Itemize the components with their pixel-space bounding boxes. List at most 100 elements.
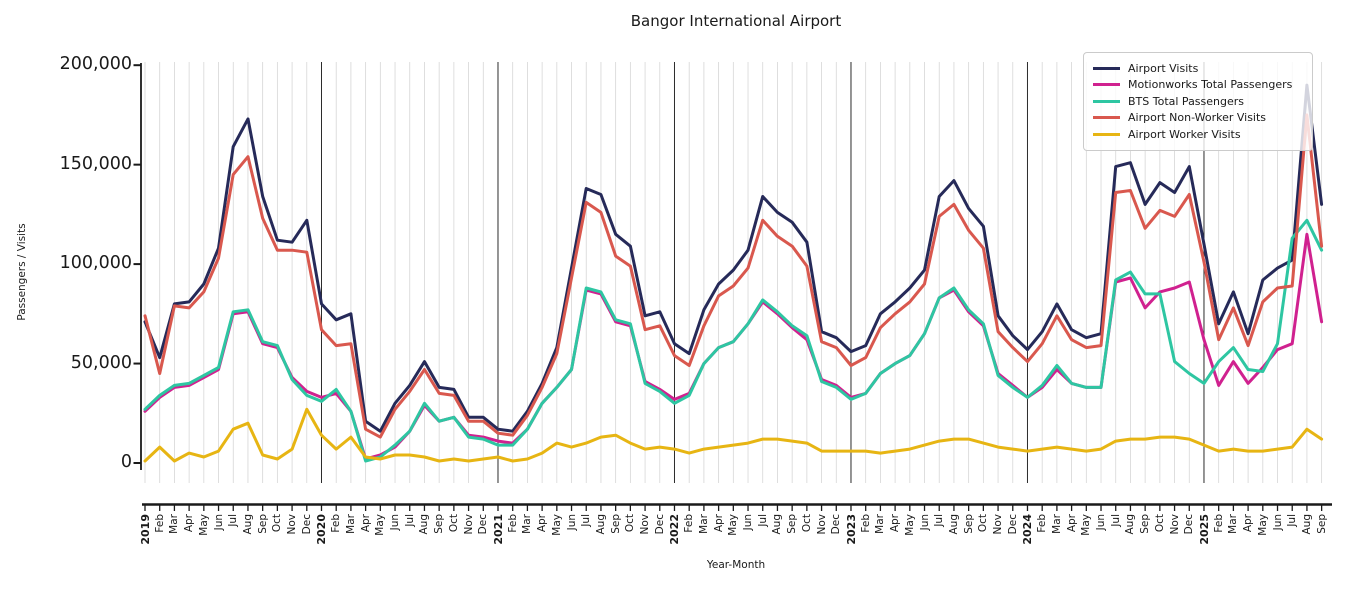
- x-tick-label-month: Mar: [1050, 514, 1063, 534]
- x-tick-label-month: Oct: [624, 514, 637, 533]
- x-tick-label-month: Jul: [1286, 514, 1299, 527]
- legend-label: Airport Worker Visits: [1128, 127, 1241, 141]
- legend-swatch-airport-worker-visits: [1093, 132, 1120, 136]
- x-tick-label-month: Jul: [756, 514, 769, 527]
- x-tick-label-month: Aug: [418, 514, 431, 535]
- x-tick-label-month: Nov: [1168, 514, 1181, 535]
- x-tick-label-month: Feb: [1036, 514, 1049, 533]
- y-tick-label: 50,000: [70, 352, 132, 373]
- x-tick-label-month: Sep: [256, 514, 269, 534]
- x-tick-label-year: 2021: [491, 514, 505, 545]
- x-tick-label-month: Sep: [433, 514, 446, 534]
- legend-label: Motionworks Total Passengers: [1128, 78, 1293, 92]
- series-line-airport-non-worker-visits: [143, 113, 1324, 439]
- x-tick-label-month: Feb: [330, 514, 343, 533]
- x-tick-label-month: May: [550, 514, 563, 536]
- x-tick-label-month: Jul: [580, 514, 593, 527]
- x-tick-label-month: Feb: [153, 514, 166, 533]
- x-tick-label-year: 2025: [1197, 514, 1211, 545]
- x-tick-label-month: Dec: [477, 514, 490, 535]
- x-tick-label-month: Nov: [462, 514, 475, 535]
- x-tick-label-month: Oct: [271, 514, 284, 533]
- x-tick-label-month: Jun: [389, 514, 402, 531]
- x-tick-label-month: Aug: [241, 514, 254, 535]
- x-tick-label-month: Aug: [1300, 514, 1313, 535]
- x-tick-label-month: Feb: [506, 514, 519, 533]
- x-tick-label-month: Jun: [1271, 514, 1284, 531]
- x-tick-label-month: Sep: [609, 514, 622, 534]
- x-tick-label-month: Mar: [168, 514, 181, 534]
- series-line-bts-total-passengers: [143, 218, 1324, 463]
- x-tick-label-month: May: [1256, 514, 1269, 536]
- x-tick-label-month: Dec: [300, 514, 313, 535]
- series-line-airport-worker-visits: [143, 407, 1324, 463]
- y-tick-label: 0: [120, 452, 132, 472]
- y-tick-label: 200,000: [59, 54, 132, 75]
- x-tick-label-month: Mar: [521, 514, 534, 534]
- x-tick-label-month: May: [727, 514, 740, 536]
- x-tick-label-month: Mar: [1227, 514, 1240, 534]
- x-tick-label-month: Jun: [742, 514, 755, 531]
- x-tick-label-month: Aug: [1124, 514, 1137, 535]
- x-tick-label-month: Nov: [639, 514, 652, 535]
- x-tick-label-month: Jun: [918, 514, 931, 531]
- legend-label: BTS Total Passengers: [1128, 94, 1245, 108]
- legend-swatch-airport-non-worker-visits: [1093, 116, 1120, 120]
- legend-item-motionworks-total-passengers: Motionworks Total Passengers: [1093, 77, 1303, 94]
- x-tick-label-month: Sep: [962, 514, 975, 534]
- x-tick-label-year: 2023: [844, 514, 858, 545]
- x-tick-label-month: Oct: [447, 514, 460, 533]
- x-tick-label-month: Sep: [1139, 514, 1152, 534]
- x-tick-label-month: Dec: [653, 514, 666, 535]
- x-tick-label-month: Dec: [1183, 514, 1196, 535]
- x-tick-label-month: May: [374, 514, 387, 536]
- x-tick-label-month: Mar: [697, 514, 710, 534]
- x-tick-label-month: Apr: [712, 514, 725, 533]
- chart-title: Bangor International Airport: [630, 12, 842, 30]
- x-tick-label-month: Dec: [830, 514, 843, 535]
- x-tick-label-month: May: [1080, 514, 1093, 536]
- legend-swatch-airport-visits: [1093, 66, 1120, 70]
- legend-label: Airport Non-Worker Visits: [1128, 111, 1267, 125]
- x-tick-label-month: Aug: [594, 514, 607, 535]
- legend-swatch-bts-total-passengers: [1093, 99, 1120, 103]
- x-tick-label-month: Apr: [359, 514, 372, 533]
- x-tick-label-month: Apr: [1065, 514, 1078, 533]
- x-tick-label-month: Feb: [859, 514, 872, 533]
- legend-item-airport-worker-visits: Airport Worker Visits: [1093, 126, 1303, 143]
- x-axis-label: Year-Month: [706, 559, 766, 571]
- x-tick-label-month: Nov: [815, 514, 828, 535]
- x-tick-label-month: Oct: [977, 514, 990, 533]
- x-tick-label-year: 2024: [1021, 514, 1035, 545]
- legend-item-airport-non-worker-visits: Airport Non-Worker Visits: [1093, 110, 1303, 127]
- x-tick-label-month: Oct: [800, 514, 813, 533]
- x-tick-label-month: Mar: [344, 514, 357, 534]
- y-tick-label: 100,000: [59, 253, 132, 274]
- x-tick-label-month: Dec: [1006, 514, 1019, 535]
- x-tick-label-year: 2020: [315, 514, 329, 545]
- legend-item-airport-visits: Airport Visits: [1093, 60, 1303, 77]
- x-tick-label-month: Mar: [874, 514, 887, 534]
- x-tick-label-month: Jul: [403, 514, 416, 527]
- x-tick-label-month: Apr: [536, 514, 549, 533]
- x-tick-label-month: Oct: [1153, 514, 1166, 533]
- y-tick-label: 150,000: [59, 153, 132, 174]
- x-tick-label-month: Sep: [786, 514, 799, 534]
- x-tick-label-month: Jun: [1095, 514, 1108, 531]
- x-tick-label-month: Apr: [889, 514, 902, 533]
- x-tick-label-year: 2022: [668, 514, 682, 545]
- legend: Airport Visits Motionworks Total Passeng…: [1083, 52, 1313, 151]
- x-tick-label-month: Aug: [771, 514, 784, 535]
- x-tick-label-month: Jul: [933, 514, 946, 527]
- x-tick-label-month: May: [197, 514, 210, 536]
- x-tick-label-month: Jul: [227, 514, 240, 527]
- x-tick-label-month: Jun: [212, 514, 225, 531]
- x-tick-label-month: Feb: [683, 514, 696, 533]
- legend-label: Airport Visits: [1128, 61, 1199, 75]
- x-tick-label-month: Nov: [992, 514, 1005, 535]
- x-tick-label-month: Feb: [1212, 514, 1225, 533]
- legend-swatch-motionworks-total-passengers: [1093, 83, 1120, 87]
- x-tick-label-month: Jul: [1109, 514, 1122, 527]
